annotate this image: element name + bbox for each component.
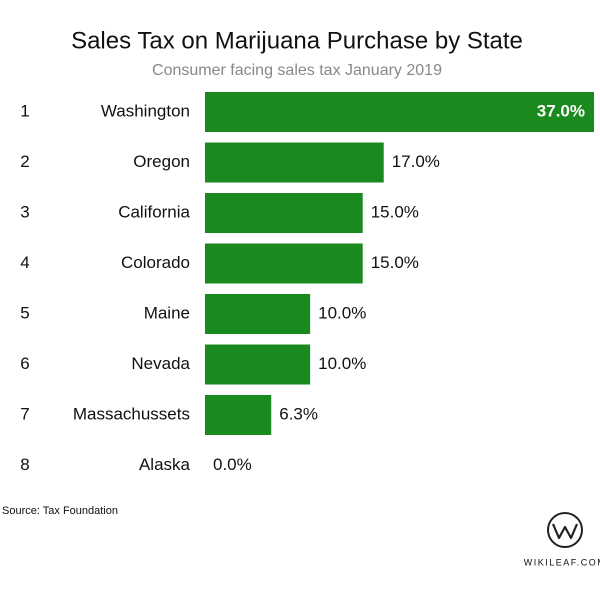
category-label: California	[118, 202, 190, 221]
logo-circle	[547, 512, 583, 548]
rank-label: 8	[20, 455, 29, 474]
category-label: Oregon	[133, 152, 190, 171]
category-label: Maine	[144, 303, 190, 322]
bar	[205, 193, 363, 233]
logo-text: WIKILEAF.COM	[524, 557, 600, 567]
category-label: Washington	[101, 101, 190, 120]
value-label: 37.0%	[537, 101, 585, 120]
rank-label: 2	[20, 152, 29, 171]
bar	[205, 92, 594, 132]
rank-label: 6	[20, 354, 29, 373]
bar	[205, 344, 311, 385]
rank-label: 5	[20, 303, 29, 322]
value-label: 17.0%	[392, 152, 440, 171]
rank-label: 3	[20, 202, 29, 221]
source: Source: Tax Foundation	[2, 505, 118, 517]
chart-subtitle: Consumer facing sales tax January 2019	[152, 62, 442, 79]
value-label: 6.3%	[279, 404, 318, 423]
bar	[205, 294, 311, 334]
category-label: Alaska	[139, 455, 191, 474]
rank-label: 7	[20, 404, 29, 423]
chart-title: Sales Tax on Marijuana Purchase by State	[71, 27, 523, 54]
category-label: Nevada	[131, 354, 190, 373]
value-label: 10.0%	[318, 303, 366, 322]
value-label: 0.0%	[213, 455, 252, 474]
bar	[205, 243, 363, 284]
rank-label: 1	[20, 101, 29, 120]
bar	[205, 395, 272, 435]
category-label: Colorado	[121, 253, 190, 272]
bar	[205, 142, 384, 183]
logo: WIKILEAF.COM	[524, 512, 600, 567]
value-label: 15.0%	[371, 253, 419, 272]
value-label: 15.0%	[371, 202, 419, 221]
rank-label: 4	[20, 253, 29, 272]
value-label: 10.0%	[318, 354, 366, 373]
logo-icon	[551, 523, 579, 540]
category-label: Massachussets	[73, 404, 190, 423]
